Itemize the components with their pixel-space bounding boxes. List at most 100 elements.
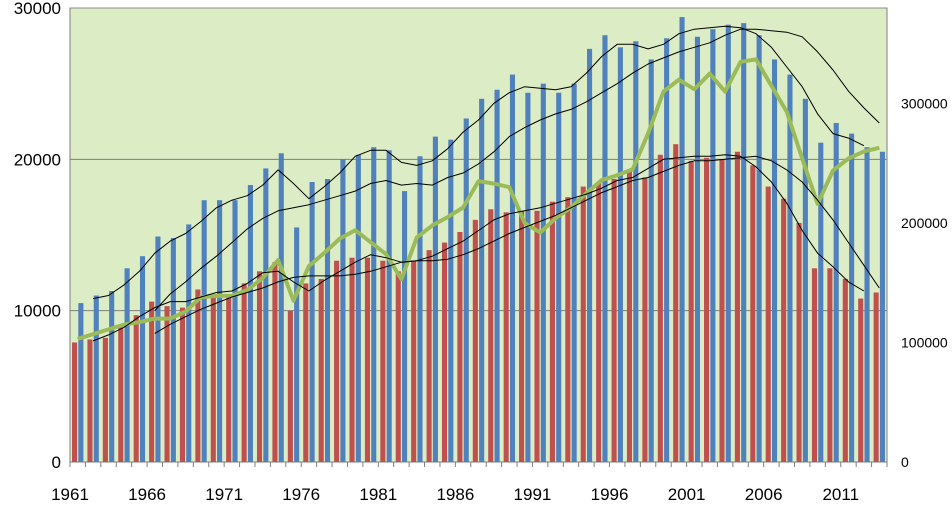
bar-series1-1962 [93, 295, 99, 462]
bar-series2-1979 [349, 257, 355, 462]
y-left-tick-label: 20000 [14, 150, 61, 169]
bar-series1-2004 [741, 23, 747, 463]
bar-series1-1990 [525, 92, 531, 462]
bar-series2-2006 [765, 186, 771, 462]
bar-series1-2010 [833, 123, 839, 462]
bar-series1-1969 [201, 200, 207, 462]
bar-series2-1967 [164, 306, 170, 462]
x-tick-label: 2006 [745, 485, 783, 502]
bar-series1-2007 [787, 74, 793, 462]
bar-series1-1985 [448, 139, 454, 462]
bar-series1-1987 [479, 98, 485, 463]
bar-series2-1994 [580, 186, 586, 462]
x-tick-label: 1996 [591, 485, 629, 502]
x-tick-label: 2011 [822, 485, 859, 502]
bar-series2-2001 [688, 160, 694, 462]
y-left-tick-label: 30000 [14, 0, 61, 18]
bar-series2-1975 [287, 310, 293, 462]
bar-series1-1961 [78, 303, 84, 462]
bar-series1-1979 [355, 154, 361, 462]
bar-series2-1977 [318, 278, 324, 462]
bar-series2-2004 [734, 151, 740, 462]
bar-series1-2000 [679, 17, 685, 463]
bar-series2-1965 [133, 315, 139, 462]
bar-series1-1995 [602, 35, 608, 463]
x-tick-label: 1961 [51, 485, 89, 502]
bar-series1-1998 [648, 59, 654, 462]
bar-series1-1976 [309, 182, 315, 463]
bar-series2-1991 [534, 210, 540, 462]
bar-series1-1973 [263, 168, 269, 462]
y-right-tick-label: 0 [901, 454, 909, 470]
bar-series2-1986 [457, 231, 463, 462]
bar-series1-1971 [232, 200, 238, 462]
x-tick-label: 1971 [205, 485, 243, 502]
bar-series1-1980 [371, 147, 377, 462]
bar-series1-2001 [694, 36, 701, 463]
bar-series1-1986 [463, 118, 469, 463]
bar-series1-2002 [710, 29, 716, 462]
bar-series2-1984 [426, 250, 432, 462]
x-tick-label: 1986 [436, 485, 474, 502]
bar-series1-2005 [756, 35, 762, 463]
trend-line-4 [92, 154, 865, 342]
bar-series2-1976 [303, 283, 309, 462]
y-left-tick-label: 0 [52, 453, 61, 472]
bar-series1-1983 [417, 156, 423, 462]
bar-series2-2003 [719, 159, 725, 463]
bar-series2-1988 [488, 209, 494, 462]
bar-series2-1995 [596, 182, 602, 463]
bar-series1-1991 [540, 83, 546, 463]
bar-series2-1978 [334, 260, 340, 462]
bar-series2-1971 [226, 294, 232, 462]
bar-series1-1988 [494, 89, 500, 462]
bar-series1-1982 [402, 191, 408, 462]
y-right-tick-label: 300000 [901, 96, 948, 112]
bar-series1-1992 [556, 92, 562, 462]
bar-series1-1996 [617, 47, 623, 462]
bar-series2-2011 [842, 278, 848, 462]
bar-series1-1978 [340, 159, 346, 463]
bar-series2-1961 [72, 342, 78, 462]
bar-series1-1966 [155, 236, 161, 462]
bar-series1-2003 [725, 24, 731, 462]
bar-series1-1963 [109, 290, 115, 462]
bar-series2-1998 [642, 177, 648, 462]
bar-series2-1974 [272, 262, 278, 462]
bar-series2-2000 [673, 144, 679, 462]
bar-series2-2008 [796, 222, 802, 462]
bar-series2-2005 [750, 165, 756, 463]
bar-series2-1999 [657, 154, 663, 462]
x-tick-label: 2001 [668, 485, 706, 502]
bar-series1-1994 [587, 48, 593, 463]
bar-series2-1996 [611, 179, 617, 463]
bar-series2-1987 [472, 219, 478, 462]
bar-series1-2009 [818, 142, 824, 463]
bar-series2-1981 [380, 260, 386, 462]
bar-series2-1963 [102, 337, 108, 462]
bar-series2-1964 [118, 327, 124, 462]
bar-series2-2012 [858, 298, 864, 462]
bar-series1-2012 [864, 147, 870, 462]
bar-series2-1973 [256, 271, 263, 462]
trend-line-2 [93, 25, 865, 300]
bar-series1-1975 [294, 227, 300, 462]
x-tick-label: 1976 [282, 485, 320, 502]
bar-series2-2002 [704, 157, 710, 462]
bar-series2-1989 [503, 212, 509, 462]
bar-series2-2013 [873, 292, 879, 462]
bar-series1-1972 [247, 185, 253, 462]
bar-series2-1970 [210, 295, 216, 462]
bar-series2-1968 [179, 307, 186, 462]
bar-series2-2010 [827, 268, 833, 462]
bar-series2-2007 [781, 198, 787, 462]
bar-series2-1990 [519, 210, 525, 462]
bar-series1-1970 [217, 200, 223, 462]
bar-series2-1983 [411, 260, 417, 462]
bar-series1-1989 [509, 74, 516, 462]
bar-series1-2008 [802, 98, 808, 463]
bar-series2-1962 [87, 339, 93, 462]
bar-series1-1974 [278, 153, 284, 462]
bar-series2-1969 [195, 289, 201, 462]
